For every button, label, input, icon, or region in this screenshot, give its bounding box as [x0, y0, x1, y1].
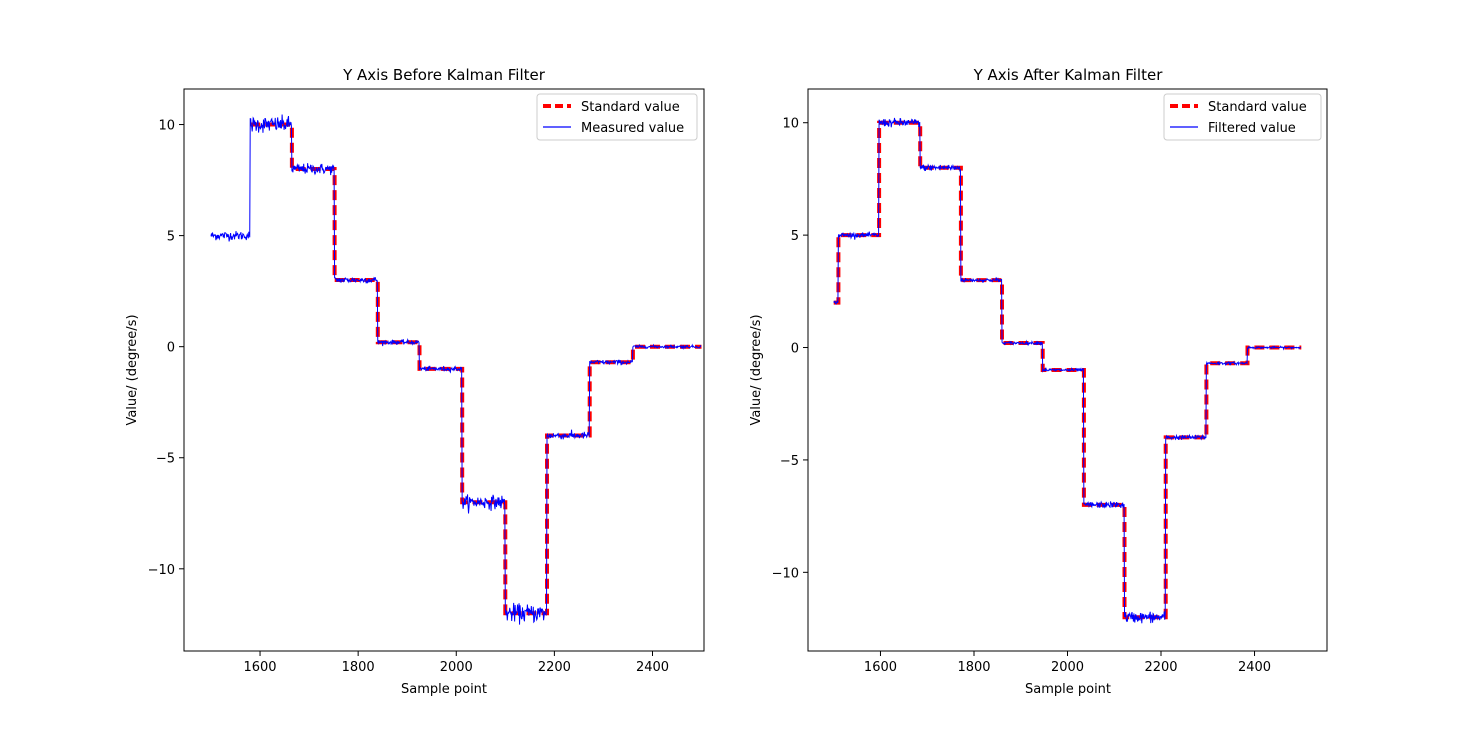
legend-label-standard: Standard value	[1208, 100, 1307, 115]
y-axis-label: Value/ (degree/s)	[749, 314, 764, 425]
subplot-before-filter: Y Axis Before Kalman Filter 1600 1800 2000…	[125, 66, 705, 697]
x-tick-label: 2200	[1144, 660, 1177, 675]
y-axis-label: Value/ (degree/s)	[125, 314, 140, 425]
y-tick-label: 0	[167, 341, 175, 356]
series-measured-value-line	[210, 114, 702, 625]
x-tick-label: 2000	[1051, 660, 1084, 675]
plot-frame	[183, 88, 705, 652]
legend-label-filtered: Filtered value	[1208, 121, 1296, 136]
series-filtered-value-line	[833, 117, 1302, 624]
x-tick-label: 2000	[440, 660, 473, 675]
chart-title: Y Axis Before Kalman Filter	[342, 66, 546, 84]
x-axis-label: Sample point	[401, 682, 487, 697]
y-tick-label: 5	[791, 229, 799, 244]
y-tick-label: −5	[780, 454, 799, 469]
legend-label-standard: Standard value	[581, 100, 680, 115]
y-tick-label: 5	[167, 230, 175, 245]
y-tick-label: −10	[772, 566, 799, 581]
legend-box	[536, 93, 698, 141]
x-tick-label: 2200	[538, 660, 571, 675]
legend: Standard value Measured value	[536, 93, 698, 141]
y-tick-label: 10	[782, 117, 799, 132]
x-tick-label: 1800	[342, 660, 375, 675]
series-standard-value-line	[250, 122, 702, 616]
chart-title: Y Axis After Kalman Filter	[973, 66, 1164, 84]
x-tick-label: 2400	[1238, 660, 1271, 675]
subplot-after-filter: Y Axis After Kalman Filter 1600 1800 2000 2…	[749, 66, 1328, 697]
legend: Standard value Filtered value	[1163, 93, 1322, 141]
x-axis-label: Sample point	[1025, 682, 1111, 697]
legend-label-measured: Measured value	[581, 121, 684, 136]
y-tick-label: 10	[158, 119, 175, 134]
x-tick-label: 1600	[864, 660, 897, 675]
x-tick-label: 2400	[636, 660, 669, 675]
y-tick-label: −10	[148, 563, 175, 578]
y-tick-label: −5	[156, 452, 175, 467]
x-tick-label: 1600	[243, 660, 276, 675]
y-tick-label: 0	[791, 342, 799, 357]
x-tick-label: 1800	[957, 660, 990, 675]
legend-box	[1163, 93, 1322, 141]
